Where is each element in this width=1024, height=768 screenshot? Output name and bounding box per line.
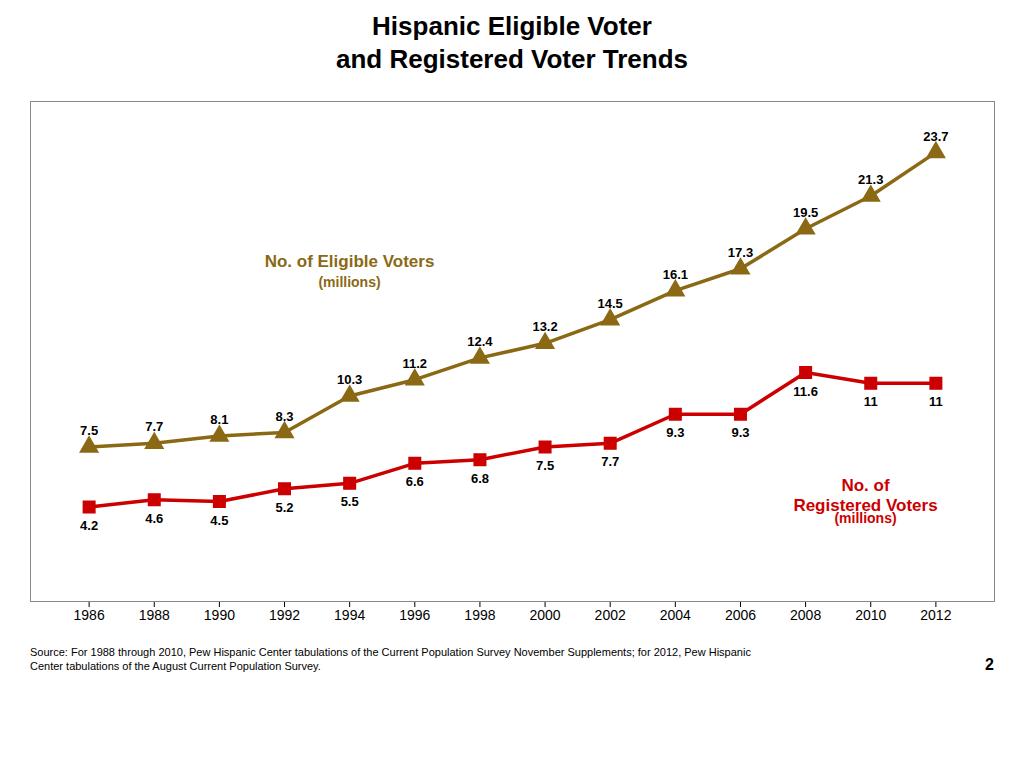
svg-text:2012: 2012	[920, 607, 951, 623]
svg-text:11.6: 11.6	[793, 384, 818, 399]
svg-text:4.6: 4.6	[145, 511, 163, 526]
svg-text:7.5: 7.5	[80, 423, 98, 438]
svg-text:6.8: 6.8	[471, 471, 489, 486]
svg-text:7.5: 7.5	[536, 458, 554, 473]
svg-text:10.3: 10.3	[337, 372, 362, 387]
svg-text:5.5: 5.5	[341, 494, 359, 509]
svg-text:7.7: 7.7	[601, 454, 619, 469]
svg-text:9.3: 9.3	[666, 425, 684, 440]
svg-text:No. of Eligible Voters: No. of Eligible Voters	[265, 252, 435, 271]
svg-text:1994: 1994	[334, 607, 365, 623]
svg-text:16.1: 16.1	[663, 267, 688, 282]
svg-text:2008: 2008	[790, 607, 821, 623]
svg-text:2000: 2000	[529, 607, 560, 623]
svg-text:4.2: 4.2	[80, 518, 98, 533]
svg-text:8.1: 8.1	[210, 412, 228, 427]
svg-text:11.2: 11.2	[403, 356, 428, 371]
svg-text:2006: 2006	[725, 607, 756, 623]
svg-text:1988: 1988	[139, 607, 170, 623]
svg-text:13.2: 13.2	[532, 319, 557, 334]
svg-text:17.3: 17.3	[728, 245, 753, 260]
svg-text:2010: 2010	[855, 607, 886, 623]
svg-text:1990: 1990	[204, 607, 235, 623]
svg-text:11: 11	[864, 394, 878, 409]
svg-text:21.3: 21.3	[858, 172, 883, 187]
svg-text:5.2: 5.2	[275, 500, 293, 515]
svg-text:9.3: 9.3	[731, 425, 749, 440]
svg-text:4.5: 4.5	[210, 513, 228, 528]
svg-text:19.5: 19.5	[793, 205, 818, 220]
svg-text:11: 11	[929, 394, 943, 409]
svg-text:14.5: 14.5	[598, 296, 623, 311]
svg-text:(millions): (millions)	[834, 510, 896, 526]
svg-text:6.6: 6.6	[406, 474, 424, 489]
svg-text:(millions): (millions)	[318, 274, 380, 290]
svg-text:2002: 2002	[595, 607, 626, 623]
svg-text:1996: 1996	[399, 607, 430, 623]
svg-text:8.3: 8.3	[275, 409, 293, 424]
svg-text:7.7: 7.7	[145, 419, 163, 434]
svg-text:1986: 1986	[74, 607, 105, 623]
svg-text:2004: 2004	[660, 607, 691, 623]
svg-text:12.4: 12.4	[467, 334, 493, 349]
svg-text:1992: 1992	[269, 607, 300, 623]
svg-text:23.7: 23.7	[923, 129, 948, 144]
svg-text:1998: 1998	[464, 607, 495, 623]
